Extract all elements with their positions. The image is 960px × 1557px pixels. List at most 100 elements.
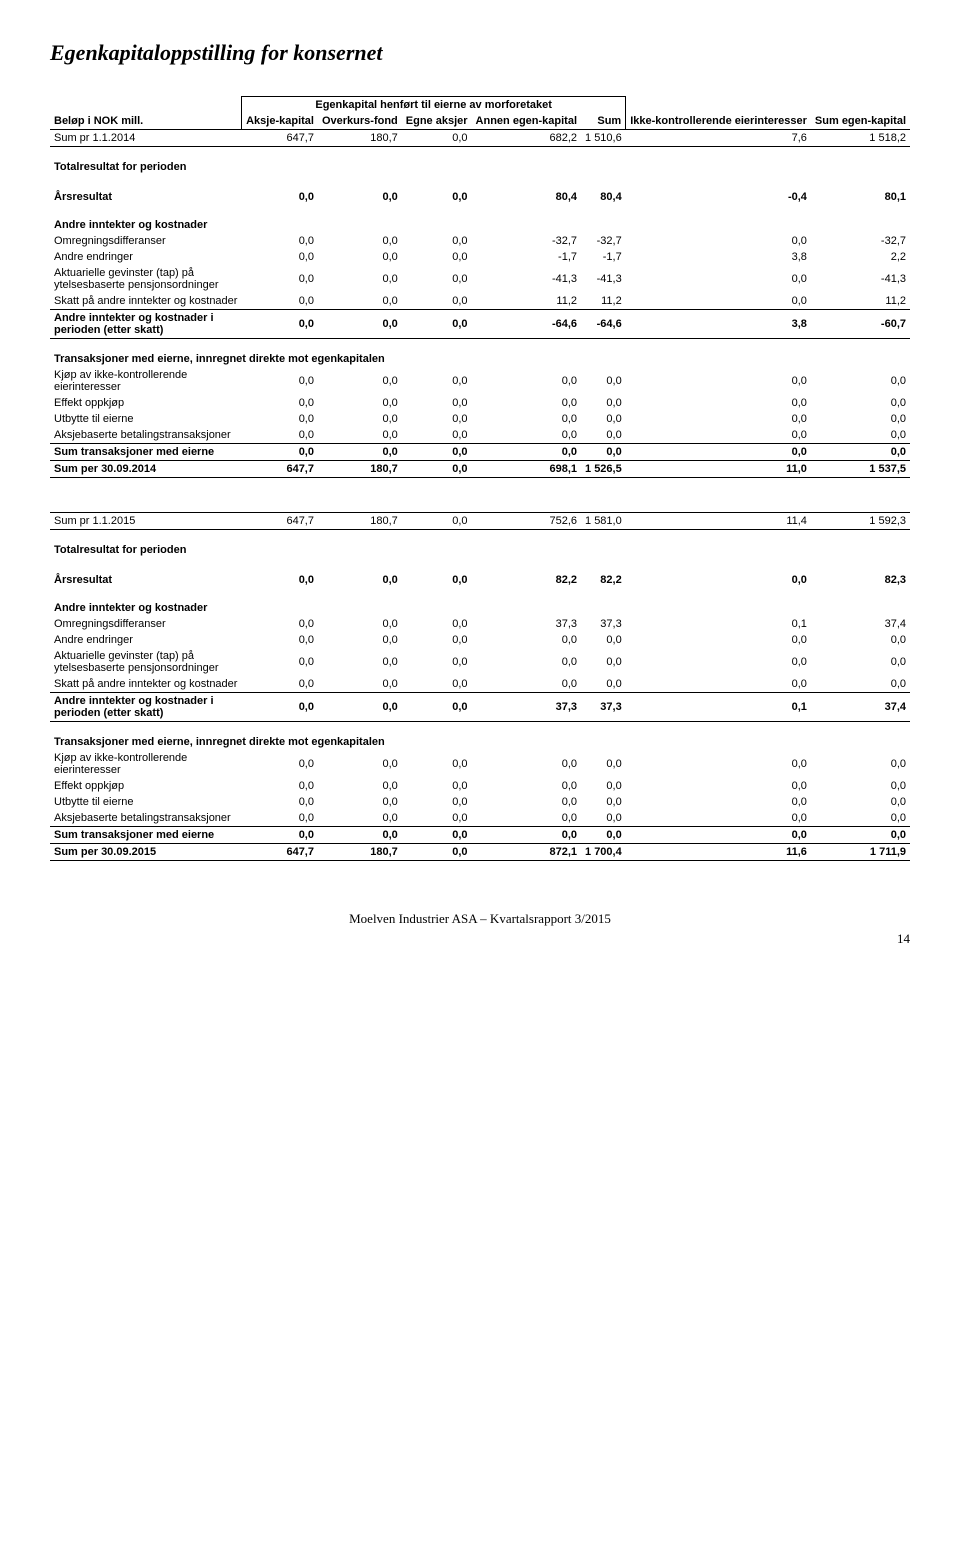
row-label: Utbytte til eierne <box>50 794 242 810</box>
cell: 0,1 <box>626 693 811 722</box>
cell: 0,0 <box>472 827 581 844</box>
cell: 0,0 <box>318 572 402 588</box>
col-header: Sum <box>581 113 626 130</box>
cell: 0,0 <box>581 648 626 676</box>
cell: -64,6 <box>472 310 581 339</box>
row-label: Aksjebaserte betalingstransaksjoner <box>50 427 242 444</box>
cell: 80,4 <box>581 189 626 205</box>
table-row: Skatt på andre inntekter og kostnader0,0… <box>50 676 910 693</box>
cell: 0,0 <box>318 616 402 632</box>
table-row: Sum per 30.09.2015647,7180,70,0872,11 70… <box>50 844 910 861</box>
heading-label: Totalresultat for perioden <box>50 530 910 559</box>
cell: 0,0 <box>581 794 626 810</box>
cell: 698,1 <box>472 461 581 478</box>
cell: 180,7 <box>318 513 402 530</box>
cell: 0,0 <box>402 844 472 861</box>
cell: 0,0 <box>581 750 626 778</box>
row-label: Effekt oppkjøp <box>50 395 242 411</box>
row-label: Sum transaksjoner med eierne <box>50 827 242 844</box>
row-label: Skatt på andre inntekter og kostnader <box>50 676 242 693</box>
cell: 0,0 <box>402 513 472 530</box>
cell: 2,2 <box>811 249 910 265</box>
cell: 0,0 <box>402 827 472 844</box>
cell: 0,0 <box>581 411 626 427</box>
table-row: Omregningsdifferanser0,00,00,037,337,30,… <box>50 616 910 632</box>
page-number: 14 <box>50 931 910 947</box>
cell: 0,0 <box>318 632 402 648</box>
cell: 0,0 <box>242 395 318 411</box>
cell: 0,0 <box>242 810 318 827</box>
cell: 647,7 <box>242 513 318 530</box>
cell: 0,1 <box>626 616 811 632</box>
cell: 0,0 <box>242 411 318 427</box>
spacer <box>50 558 910 572</box>
cell: 0,0 <box>242 189 318 205</box>
cell: 0,0 <box>242 616 318 632</box>
cell: 11,6 <box>626 844 811 861</box>
table-row: Andre inntekter og kostnader i perioden … <box>50 693 910 722</box>
cell: 0,0 <box>626 427 811 444</box>
cell: 0,0 <box>811 444 910 461</box>
group-header: Egenkapital henført til eierne av morfor… <box>242 97 626 114</box>
row-label: Sum transaksjoner med eierne <box>50 444 242 461</box>
cell: 0,0 <box>242 827 318 844</box>
cell: 0,0 <box>402 189 472 205</box>
section-heading: Transaksjoner med eierne, innregnet dire… <box>50 722 910 751</box>
col-header: Annen egen-kapital <box>472 113 581 130</box>
cell: -0,4 <box>626 189 811 205</box>
cell: 0,0 <box>626 648 811 676</box>
cell: 0,0 <box>626 794 811 810</box>
cell: 37,3 <box>472 693 581 722</box>
cell: 3,8 <box>626 310 811 339</box>
cell: 82,2 <box>581 572 626 588</box>
section-heading: Transaksjoner med eierne, innregnet dire… <box>50 339 910 368</box>
cell: -60,7 <box>811 310 910 339</box>
cell: 1 581,0 <box>581 513 626 530</box>
cell: 0,0 <box>811 632 910 648</box>
table-row: Effekt oppkjøp0,00,00,00,00,00,00,0 <box>50 395 910 411</box>
row-label: Aktuarielle gevinster (tap) på ytelsesba… <box>50 648 242 676</box>
cell: 0,0 <box>402 249 472 265</box>
cell: 0,0 <box>581 427 626 444</box>
cell: 11,4 <box>626 513 811 530</box>
cell: 82,2 <box>472 572 581 588</box>
cell: 752,6 <box>472 513 581 530</box>
row-label: Omregningsdifferanser <box>50 616 242 632</box>
table-row: Årsresultat0,00,00,082,282,20,082,3 <box>50 572 910 588</box>
cell: 0,0 <box>626 395 811 411</box>
cell: -1,7 <box>581 249 626 265</box>
row-label: Sum pr 1.1.2014 <box>50 130 242 147</box>
table-row: Andre endringer0,00,00,00,00,00,00,0 <box>50 632 910 648</box>
row-label: Årsresultat <box>50 189 242 205</box>
cell: 0,0 <box>402 233 472 249</box>
cell: 0,0 <box>472 810 581 827</box>
cell: 0,0 <box>402 265 472 293</box>
cell: 0,0 <box>472 778 581 794</box>
col-header: Overkurs-fond <box>318 113 402 130</box>
cell: 0,0 <box>402 293 472 310</box>
cell: 0,0 <box>472 750 581 778</box>
cell: 0,0 <box>402 367 472 395</box>
table-row: Utbytte til eierne0,00,00,00,00,00,00,0 <box>50 794 910 810</box>
heading-label: Andre inntekter og kostnader <box>50 588 910 616</box>
table-row: Skatt på andre inntekter og kostnader0,0… <box>50 293 910 310</box>
cell: 37,4 <box>811 693 910 722</box>
cell: 0,0 <box>242 310 318 339</box>
row-label: Kjøp av ikke-kontrollerende eierinteress… <box>50 750 242 778</box>
cell: 0,0 <box>242 632 318 648</box>
cell: 647,7 <box>242 461 318 478</box>
table-row: Utbytte til eierne0,00,00,00,00,00,00,0 <box>50 411 910 427</box>
cell: 0,0 <box>402 427 472 444</box>
cell: 0,0 <box>402 572 472 588</box>
heading-label: Transaksjoner med eierne, innregnet dire… <box>50 339 910 368</box>
section-heading: Andre inntekter og kostnader <box>50 588 910 616</box>
cell: 0,0 <box>318 395 402 411</box>
cell: 0,0 <box>581 395 626 411</box>
row-label: Andre inntekter og kostnader i perioden … <box>50 693 242 722</box>
cell: 0,0 <box>402 616 472 632</box>
cell: 0,0 <box>811 750 910 778</box>
cell: 0,0 <box>811 810 910 827</box>
cell: 180,7 <box>318 461 402 478</box>
table-row: Sum transaksjoner med eierne0,00,00,00,0… <box>50 827 910 844</box>
cell: 0,0 <box>318 427 402 444</box>
